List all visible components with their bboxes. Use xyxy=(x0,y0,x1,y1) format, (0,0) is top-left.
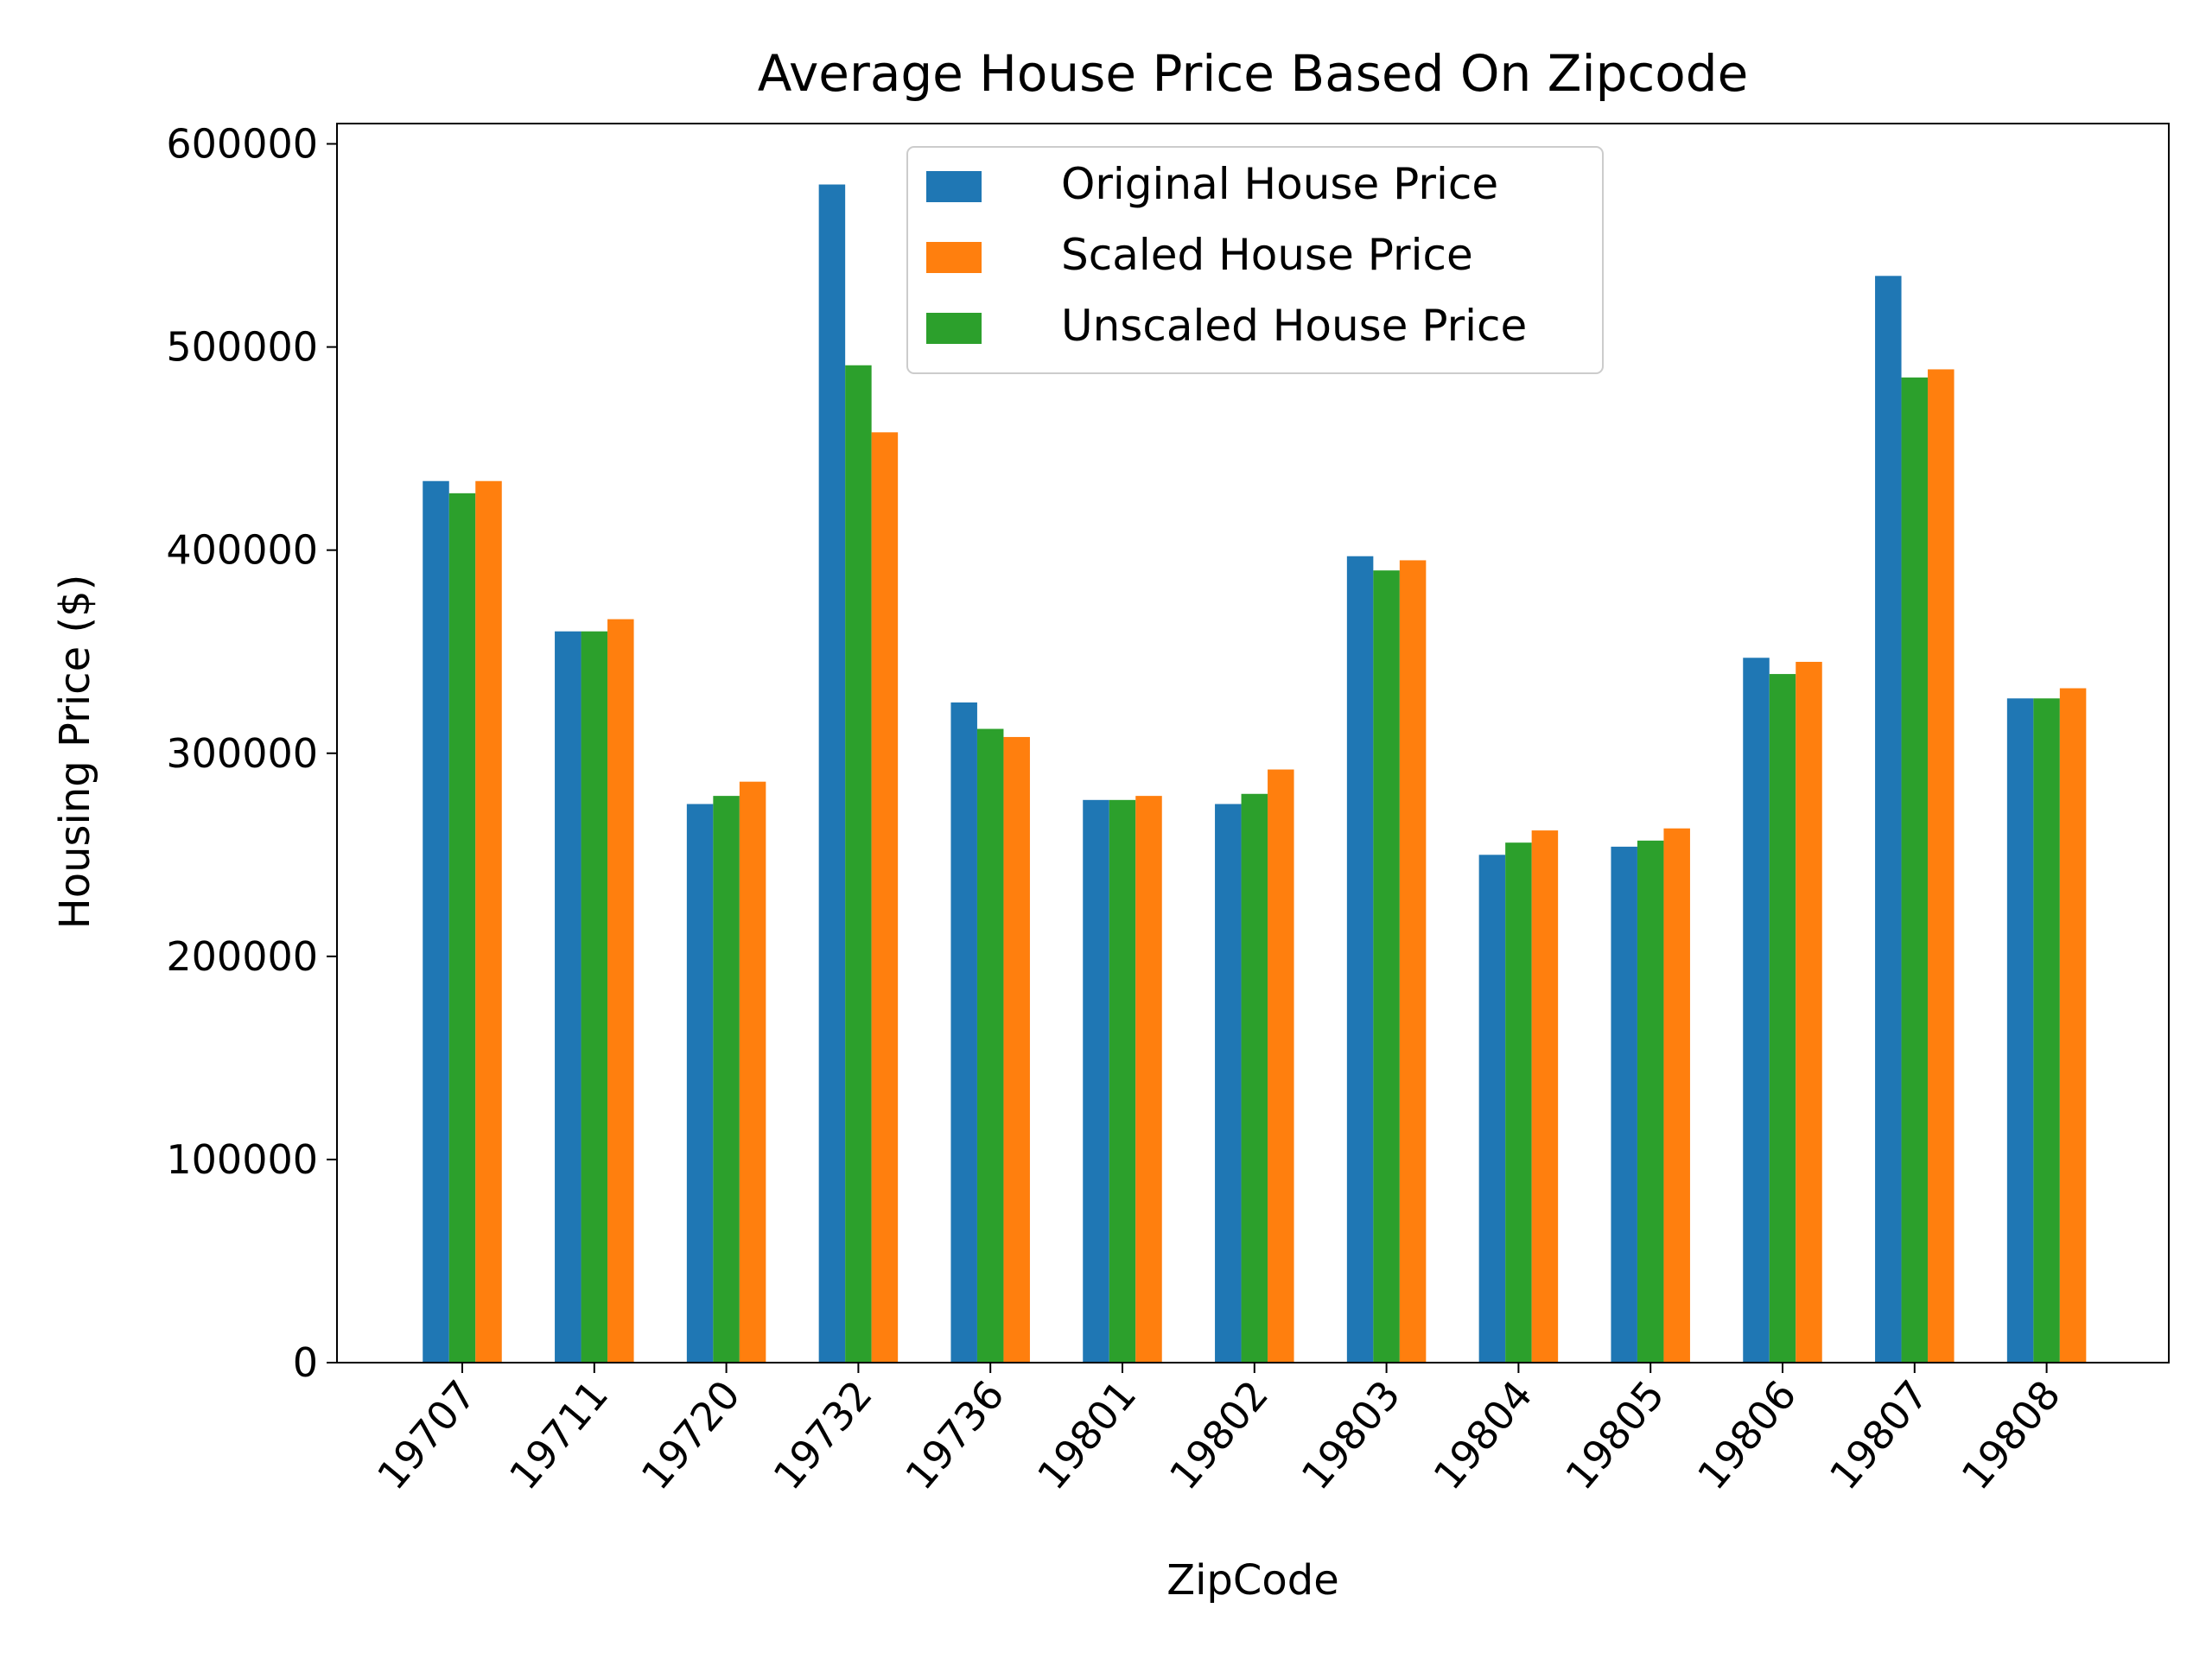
bar-scaled-house-price-19707 xyxy=(475,480,502,1363)
chart-title: Average House Price Based On Zipcode xyxy=(758,44,1749,103)
bar-unscaled-house-price-19808 xyxy=(2033,698,2060,1363)
y-tick-label: 500000 xyxy=(166,324,318,371)
bar-original-house-price-19732 xyxy=(818,184,846,1363)
x-tick-label: 19803 xyxy=(1293,1371,1409,1498)
y-tick-label: 300000 xyxy=(166,730,318,777)
bar-original-house-price-19803 xyxy=(1346,556,1374,1363)
bar-original-house-price-19720 xyxy=(686,804,714,1363)
legend-label-unscaled-house-price: Unscaled House Price xyxy=(1061,301,1527,351)
bar-unscaled-house-price-19807 xyxy=(1901,377,1929,1363)
x-tick-label: 19732 xyxy=(764,1371,880,1498)
bar-unscaled-house-price-19732 xyxy=(845,365,872,1363)
bars-layer xyxy=(423,184,2087,1363)
bar-scaled-house-price-19711 xyxy=(607,619,634,1363)
bar-unscaled-house-price-19803 xyxy=(1373,570,1400,1363)
legend-box xyxy=(906,146,1604,374)
bar-unscaled-house-price-19802 xyxy=(1241,793,1268,1363)
x-tick-label: 19808 xyxy=(1953,1371,2069,1498)
bar-original-house-price-19707 xyxy=(423,480,449,1363)
bar-original-house-price-19801 xyxy=(1083,799,1109,1363)
bar-scaled-house-price-19802 xyxy=(1268,769,1294,1363)
bar-scaled-house-price-19736 xyxy=(1003,736,1030,1363)
bar-scaled-house-price-19803 xyxy=(1399,560,1427,1363)
y-tick-label: 100000 xyxy=(166,1136,318,1183)
bar-scaled-house-price-19732 xyxy=(871,432,899,1363)
bar-original-house-price-19802 xyxy=(1215,804,1242,1363)
legend-swatch-scaled-house-price xyxy=(926,242,982,273)
legend-swatch-unscaled-house-price xyxy=(926,313,982,344)
y-tick-label: 200000 xyxy=(166,933,318,980)
bar-scaled-house-price-19804 xyxy=(1531,830,1559,1363)
x-tick-label: 19802 xyxy=(1160,1371,1277,1498)
bar-scaled-house-price-19805 xyxy=(1663,828,1690,1363)
bar-scaled-house-price-19720 xyxy=(739,781,766,1363)
bar-original-house-price-19808 xyxy=(2006,698,2034,1363)
bar-unscaled-house-price-19736 xyxy=(976,728,1004,1363)
legend: Original House Price Scaled House Price Un… xyxy=(906,146,1604,374)
bar-original-house-price-19805 xyxy=(1611,846,1637,1363)
bar-unscaled-house-price-19801 xyxy=(1109,799,1136,1363)
x-tick-label: 19804 xyxy=(1424,1371,1541,1498)
bar-unscaled-house-price-19720 xyxy=(713,796,740,1363)
bar-unscaled-house-price-19804 xyxy=(1505,842,1532,1363)
x-axis-title: ZipCode xyxy=(1166,1556,1339,1605)
bar-scaled-house-price-19801 xyxy=(1135,796,1162,1363)
legend-label-scaled-house-price: Scaled House Price xyxy=(1061,230,1473,280)
legend-label-original-house-price: Original House Price xyxy=(1061,159,1498,209)
x-tick-label: 19720 xyxy=(632,1371,749,1498)
bar-scaled-house-price-19806 xyxy=(1796,661,1822,1363)
x-tick-label: 19711 xyxy=(500,1371,617,1498)
bar-original-house-price-19736 xyxy=(950,702,977,1363)
bar-unscaled-house-price-19806 xyxy=(1769,674,1796,1363)
x-tick-label: 19806 xyxy=(1688,1371,1805,1498)
legend-swatch-original-house-price xyxy=(926,171,982,202)
bar-unscaled-house-price-19707 xyxy=(448,493,476,1363)
y-tick-label: 600000 xyxy=(166,121,318,168)
y-tick-label: 400000 xyxy=(166,527,318,574)
x-tick-label: 19805 xyxy=(1556,1371,1673,1498)
bar-original-house-price-19711 xyxy=(555,631,582,1363)
bar-original-house-price-19806 xyxy=(1743,658,1770,1363)
x-tick-label: 19801 xyxy=(1028,1371,1145,1498)
bar-original-house-price-19804 xyxy=(1478,855,1506,1363)
y-axis-title: Housing Price ($) xyxy=(51,575,99,930)
bar-unscaled-house-price-19805 xyxy=(1637,840,1664,1363)
x-tick-label: 19736 xyxy=(896,1371,1013,1498)
bar-unscaled-house-price-19711 xyxy=(581,631,608,1363)
x-tick-label: 19707 xyxy=(368,1371,485,1498)
bar-scaled-house-price-19807 xyxy=(1928,369,1955,1363)
bar-scaled-house-price-19808 xyxy=(2059,688,2087,1363)
x-tick-label: 19807 xyxy=(1821,1371,1937,1498)
bar-original-house-price-19807 xyxy=(1875,276,1902,1363)
y-tick-label: 0 xyxy=(293,1339,318,1386)
plot-frame xyxy=(336,123,2170,1363)
